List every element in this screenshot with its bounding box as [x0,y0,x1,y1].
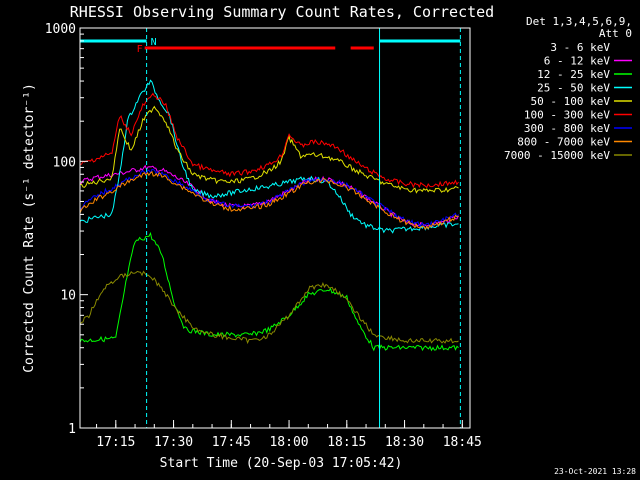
x-tick-label: 17:30 [154,435,193,450]
legend-header: Att 0 [599,27,632,40]
legend-label: 7000 - 15000 keV [504,149,610,162]
x-tick-label: 18:00 [269,435,308,450]
legend-label: 300 - 800 keV [524,122,610,135]
y-tick-label: 1 [68,422,76,437]
legend-label: 3 - 6 keV [550,41,610,54]
y-tick-label: 10 [60,289,76,304]
y-axis: 1 10 100 1000 [45,22,88,437]
x-tick-label: 18:30 [385,435,424,450]
x-tick-label: 18:15 [327,435,366,450]
legend-label: 100 - 300 keV [524,109,610,122]
series-line [79,164,459,228]
chart-title: RHESSI Observing Summary Count Rates, Co… [70,3,494,21]
timestamp: 23-Oct-2021 13:28 [554,467,636,476]
y-tick-label: 100 [53,155,76,170]
legend-label: 800 - 7000 keV [517,136,610,149]
series-line [79,270,459,345]
series-line [79,79,459,234]
legend-header: Det 1,3,4,5,6,9, [526,15,632,28]
x-axis: 17:15 17:30 17:45 18:00 18:15 18:30 18:45 [96,420,482,450]
legend-label: 50 - 100 keV [531,95,611,108]
legend-label: 6 - 12 keV [544,55,611,68]
series-line [79,170,459,230]
series-line [79,231,459,352]
x-tick-label: 18:45 [443,435,482,450]
plot-frame [79,27,471,429]
x-axis-label: Start Time (20-Sep-03 17:05:42) [160,456,403,471]
y-tick-label: 1000 [45,22,76,37]
plot-area: FN [79,28,461,428]
x-tick-label: 17:45 [212,435,251,450]
y-axis-label: Corrected Count Rate (s⁻¹ detector⁻¹) [22,83,37,373]
flag-label: F [137,44,143,55]
legend-label: 12 - 25 keV [537,68,610,81]
flag-label: N [151,37,157,48]
legend-label: 25 - 50 keV [537,82,610,95]
series-line [79,92,459,189]
x-tick-label: 17:15 [96,435,135,450]
series-line [79,105,459,194]
